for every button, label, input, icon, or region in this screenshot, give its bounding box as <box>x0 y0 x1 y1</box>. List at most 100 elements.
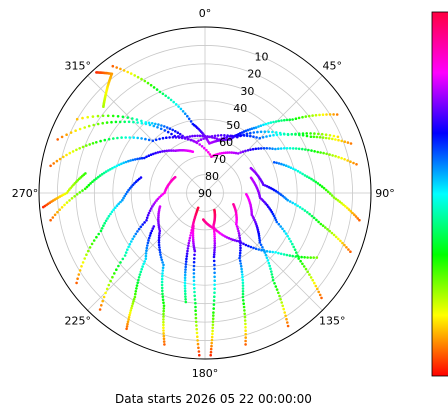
data-point <box>305 175 309 178</box>
data-point <box>144 121 147 124</box>
data-point <box>294 132 297 136</box>
data-point <box>131 237 134 241</box>
data-point <box>100 227 104 230</box>
data-point <box>210 344 213 348</box>
data-point <box>275 131 278 134</box>
data-point <box>244 332 247 336</box>
data-point <box>195 331 199 335</box>
data-point <box>55 159 59 163</box>
data-point <box>157 238 161 242</box>
data-point <box>286 133 290 137</box>
radial-tick-label: 90 <box>198 187 212 200</box>
data-point <box>309 256 313 259</box>
data-point <box>156 151 160 154</box>
data-point <box>212 303 216 306</box>
data-point <box>125 325 129 328</box>
data-point <box>230 151 234 154</box>
data-point <box>191 134 194 138</box>
data-point <box>196 342 200 346</box>
data-point <box>332 134 336 138</box>
data-point <box>209 350 213 354</box>
data-point <box>315 256 319 259</box>
data-point <box>340 139 344 143</box>
data-point <box>53 213 57 217</box>
data-point <box>302 265 306 268</box>
data-point <box>103 221 106 225</box>
data-point <box>244 329 247 333</box>
data-point <box>249 176 253 180</box>
data-point <box>157 219 160 223</box>
data-point <box>207 135 211 139</box>
data-point <box>318 293 322 297</box>
data-point <box>140 77 143 81</box>
data-point <box>123 254 127 257</box>
data-point <box>188 236 192 240</box>
data-point <box>160 286 164 290</box>
data-point <box>301 115 304 119</box>
data-point <box>160 280 164 284</box>
data-point <box>170 132 173 136</box>
data-point <box>259 130 263 134</box>
data-point <box>192 275 196 279</box>
data-point <box>309 132 312 135</box>
data-point <box>107 137 111 141</box>
data-point <box>183 281 187 285</box>
data-point <box>234 151 238 155</box>
data-point <box>150 122 154 125</box>
data-point <box>242 305 246 309</box>
data-point <box>126 248 129 251</box>
data-point <box>239 264 243 268</box>
data-point <box>60 206 64 209</box>
data-point <box>297 255 300 259</box>
data-point <box>137 227 141 231</box>
data-point <box>235 239 239 243</box>
data-point <box>97 232 100 236</box>
data-point <box>305 134 309 138</box>
data-point <box>268 264 272 268</box>
data-point <box>240 267 243 271</box>
data-point <box>191 236 195 239</box>
data-point <box>257 147 260 150</box>
data-point <box>243 312 246 316</box>
data-point <box>294 168 297 172</box>
data-point <box>196 339 199 342</box>
data-point <box>117 264 120 268</box>
data-point <box>328 134 332 137</box>
data-point <box>97 175 100 179</box>
data-point <box>283 311 287 314</box>
data-point <box>184 298 187 301</box>
data-point <box>136 157 139 161</box>
data-point <box>328 153 331 156</box>
data-point <box>91 115 95 118</box>
data-point <box>140 119 143 123</box>
data-point <box>77 273 81 276</box>
data-point <box>109 279 112 283</box>
data-point <box>174 136 178 139</box>
data-point <box>130 240 133 243</box>
data-point <box>111 64 115 68</box>
data-point <box>158 231 161 235</box>
data-point <box>340 156 343 160</box>
data-point <box>160 258 164 262</box>
data-point <box>258 241 262 244</box>
data-point <box>342 203 345 207</box>
data-point <box>282 132 286 136</box>
data-point <box>113 272 116 275</box>
data-point <box>332 233 336 237</box>
data-point <box>248 128 252 131</box>
data-point <box>213 287 216 291</box>
data-point <box>134 292 137 296</box>
data-point <box>252 246 255 250</box>
data-point <box>192 244 195 247</box>
data-point <box>52 162 55 165</box>
data-point <box>347 208 351 211</box>
data-point <box>143 260 146 263</box>
data-point <box>197 139 200 143</box>
data-point <box>239 134 242 138</box>
data-point <box>158 246 161 249</box>
data-point <box>308 212 311 216</box>
data-point <box>226 134 229 137</box>
data-point <box>284 164 288 167</box>
data-point <box>288 237 291 241</box>
radial-labels: 10 20 30 40 50 60 70 80 90 <box>198 51 268 200</box>
